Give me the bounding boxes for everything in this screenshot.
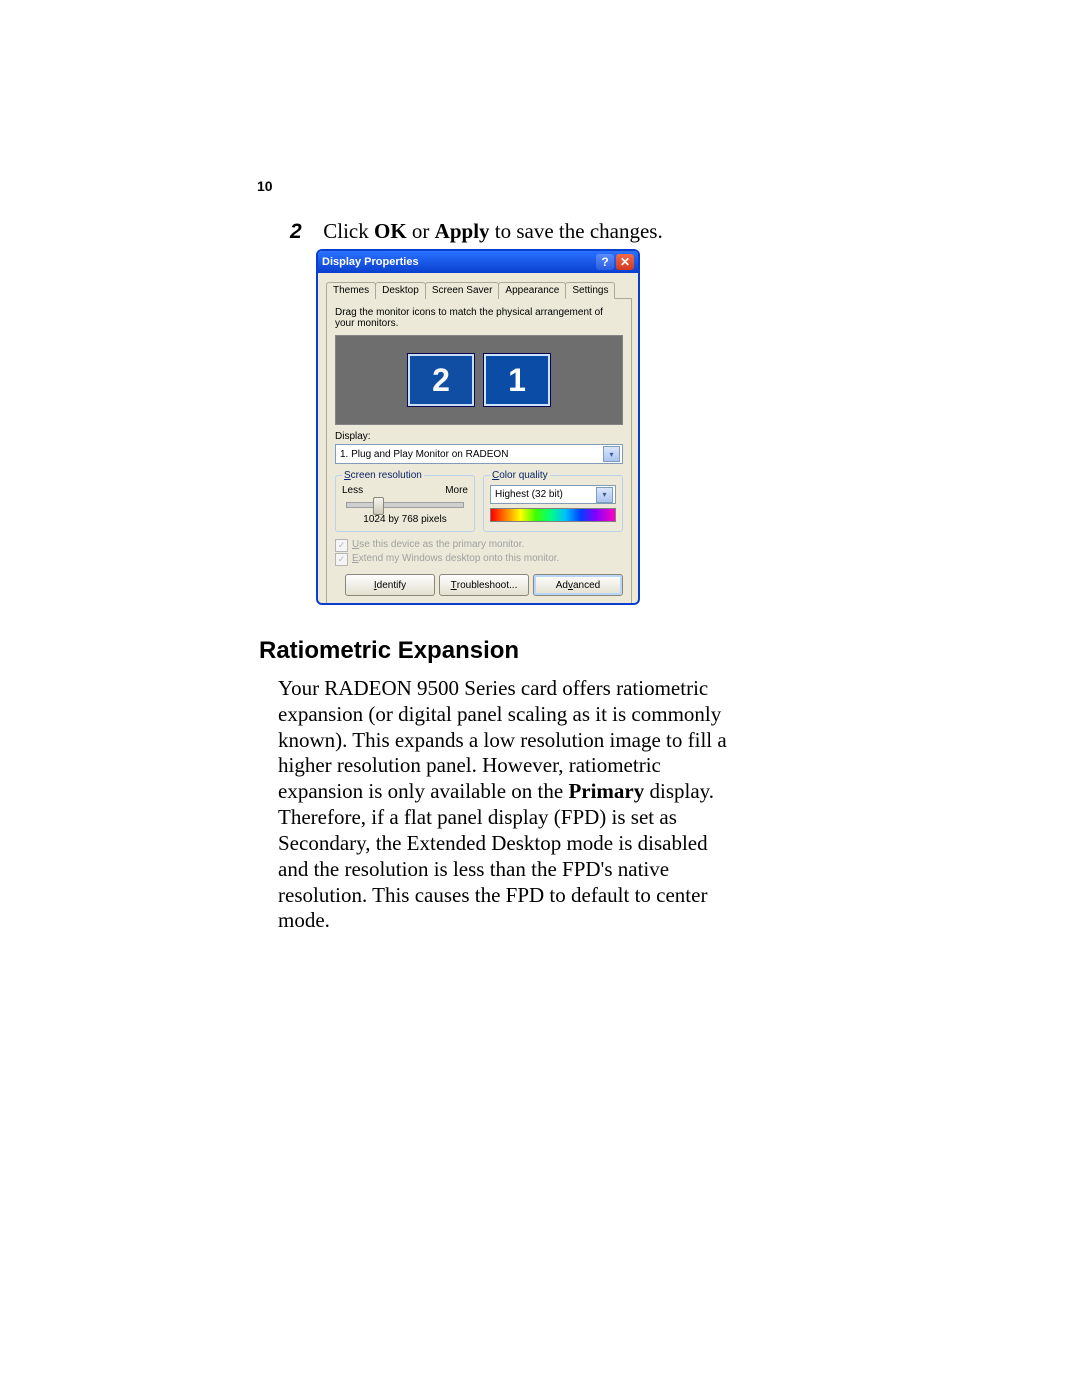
slider-thumb[interactable] bbox=[373, 497, 384, 515]
color-quality-value: Highest (32 bit) bbox=[495, 489, 563, 500]
adv-pre: Ad bbox=[556, 580, 568, 591]
c2-rest: xtend my Windows desktop onto this monit… bbox=[359, 553, 560, 564]
settings-buttons-row: Identify Troubleshoot... Advanced bbox=[335, 574, 623, 596]
body-paragraph: Your RADEON 9500 Series card offers rati… bbox=[278, 676, 728, 934]
advanced-button[interactable]: Advanced bbox=[533, 574, 623, 596]
monitor-icon-2[interactable]: 2 bbox=[408, 354, 474, 406]
display-dropdown[interactable]: 1. Plug and Play Monitor on RADEON ▾ bbox=[335, 444, 623, 464]
page-number: 10 bbox=[257, 178, 273, 194]
color-quality-dropdown[interactable]: Highest (32 bit) ▾ bbox=[490, 485, 616, 504]
step-text-suffix: to save the changes. bbox=[490, 219, 663, 243]
step-text: Click OK or Apply to save the changes. bbox=[323, 219, 662, 243]
slider-more-label: More bbox=[445, 485, 468, 496]
tab-strip: Themes Desktop Screen Saver Appearance S… bbox=[326, 281, 632, 299]
extend-desktop-checkbox-row: ✓ Extend my Windows desktop onto this mo… bbox=[335, 552, 623, 566]
identify-button[interactable]: Identify bbox=[345, 574, 435, 596]
cq-legend-rest: olor quality bbox=[499, 470, 547, 481]
step-bold-apply: Apply bbox=[435, 219, 490, 243]
resolution-slider[interactable] bbox=[346, 502, 464, 508]
step-bold-ok: OK bbox=[374, 219, 407, 243]
monitor-arrangement-area[interactable]: 2 1 bbox=[335, 335, 623, 425]
primary-monitor-checkbox-row: ✓ Use this device as the primary monitor… bbox=[335, 538, 623, 552]
chevron-down-icon: ▾ bbox=[596, 487, 613, 503]
extend-desktop-label: Extend my Windows desktop onto this moni… bbox=[352, 552, 559, 566]
primary-monitor-checkbox[interactable]: ✓ bbox=[335, 539, 348, 552]
titlebar-buttons: ? ✕ bbox=[596, 254, 634, 270]
display-dropdown-value: 1. Plug and Play Monitor on RADEON bbox=[340, 449, 508, 460]
settings-tab-content: Drag the monitor icons to match the phys… bbox=[326, 299, 632, 605]
screen-resolution-legend: Screen resolution bbox=[342, 470, 424, 481]
color-spectrum-icon bbox=[490, 508, 616, 522]
section-heading: Ratiometric Expansion bbox=[259, 637, 519, 665]
color-quality-legend: Color quality bbox=[490, 470, 550, 481]
monitor-checkboxes: ✓ Use this device as the primary monitor… bbox=[335, 538, 623, 566]
chevron-down-icon: ▾ bbox=[603, 446, 620, 462]
slider-less-label: Less bbox=[342, 485, 363, 496]
tab-appearance[interactable]: Appearance bbox=[498, 282, 566, 299]
adv-rest: anced bbox=[573, 580, 600, 591]
step-number: 2 bbox=[290, 219, 308, 245]
display-label: Display: bbox=[335, 431, 623, 442]
c1-rest: se this device as the primary monitor. bbox=[359, 539, 524, 550]
tab-settings[interactable]: Settings bbox=[565, 282, 615, 299]
extend-desktop-checkbox[interactable]: ✓ bbox=[335, 553, 348, 566]
troubleshoot-button[interactable]: Troubleshoot... bbox=[439, 574, 529, 596]
tab-desktop[interactable]: Desktop bbox=[375, 282, 426, 299]
step-2: 2 Click OK or Apply to save the changes. bbox=[290, 218, 752, 245]
c2-ul: E bbox=[352, 553, 359, 564]
trouble-rest: roubleshoot... bbox=[457, 580, 518, 591]
drag-instruction: Drag the monitor icons to match the phys… bbox=[335, 307, 623, 329]
manual-page: 10 2 Click OK or Apply to save the chang… bbox=[0, 0, 1080, 1397]
identify-rest: dentify bbox=[377, 580, 406, 591]
titlebar[interactable]: Display Properties ? ✕ bbox=[318, 251, 638, 273]
resolution-value: 1024 by 768 pixels bbox=[342, 514, 468, 525]
monitor-icon-1[interactable]: 1 bbox=[484, 354, 550, 406]
help-button[interactable]: ? bbox=[596, 254, 614, 270]
close-button[interactable]: ✕ bbox=[616, 254, 634, 270]
step-text-prefix: Click bbox=[323, 219, 374, 243]
dialog-title: Display Properties bbox=[322, 256, 419, 268]
primary-monitor-label: Use this device as the primary monitor. bbox=[352, 538, 524, 552]
body-bold-primary: Primary bbox=[568, 779, 644, 803]
tab-screensaver[interactable]: Screen Saver bbox=[425, 282, 500, 299]
step-text-mid: or bbox=[407, 219, 435, 243]
sr-legend-ul: S bbox=[344, 470, 351, 481]
display-properties-dialog: Display Properties ? ✕ Themes Desktop Sc… bbox=[316, 249, 640, 605]
sr-legend-rest: creen resolution bbox=[351, 470, 422, 481]
tab-themes[interactable]: Themes bbox=[326, 282, 376, 299]
screen-resolution-group: Screen resolution Less More 1024 by 768 … bbox=[335, 470, 475, 532]
color-quality-group: Color quality Highest (32 bit) ▾ bbox=[483, 470, 623, 532]
